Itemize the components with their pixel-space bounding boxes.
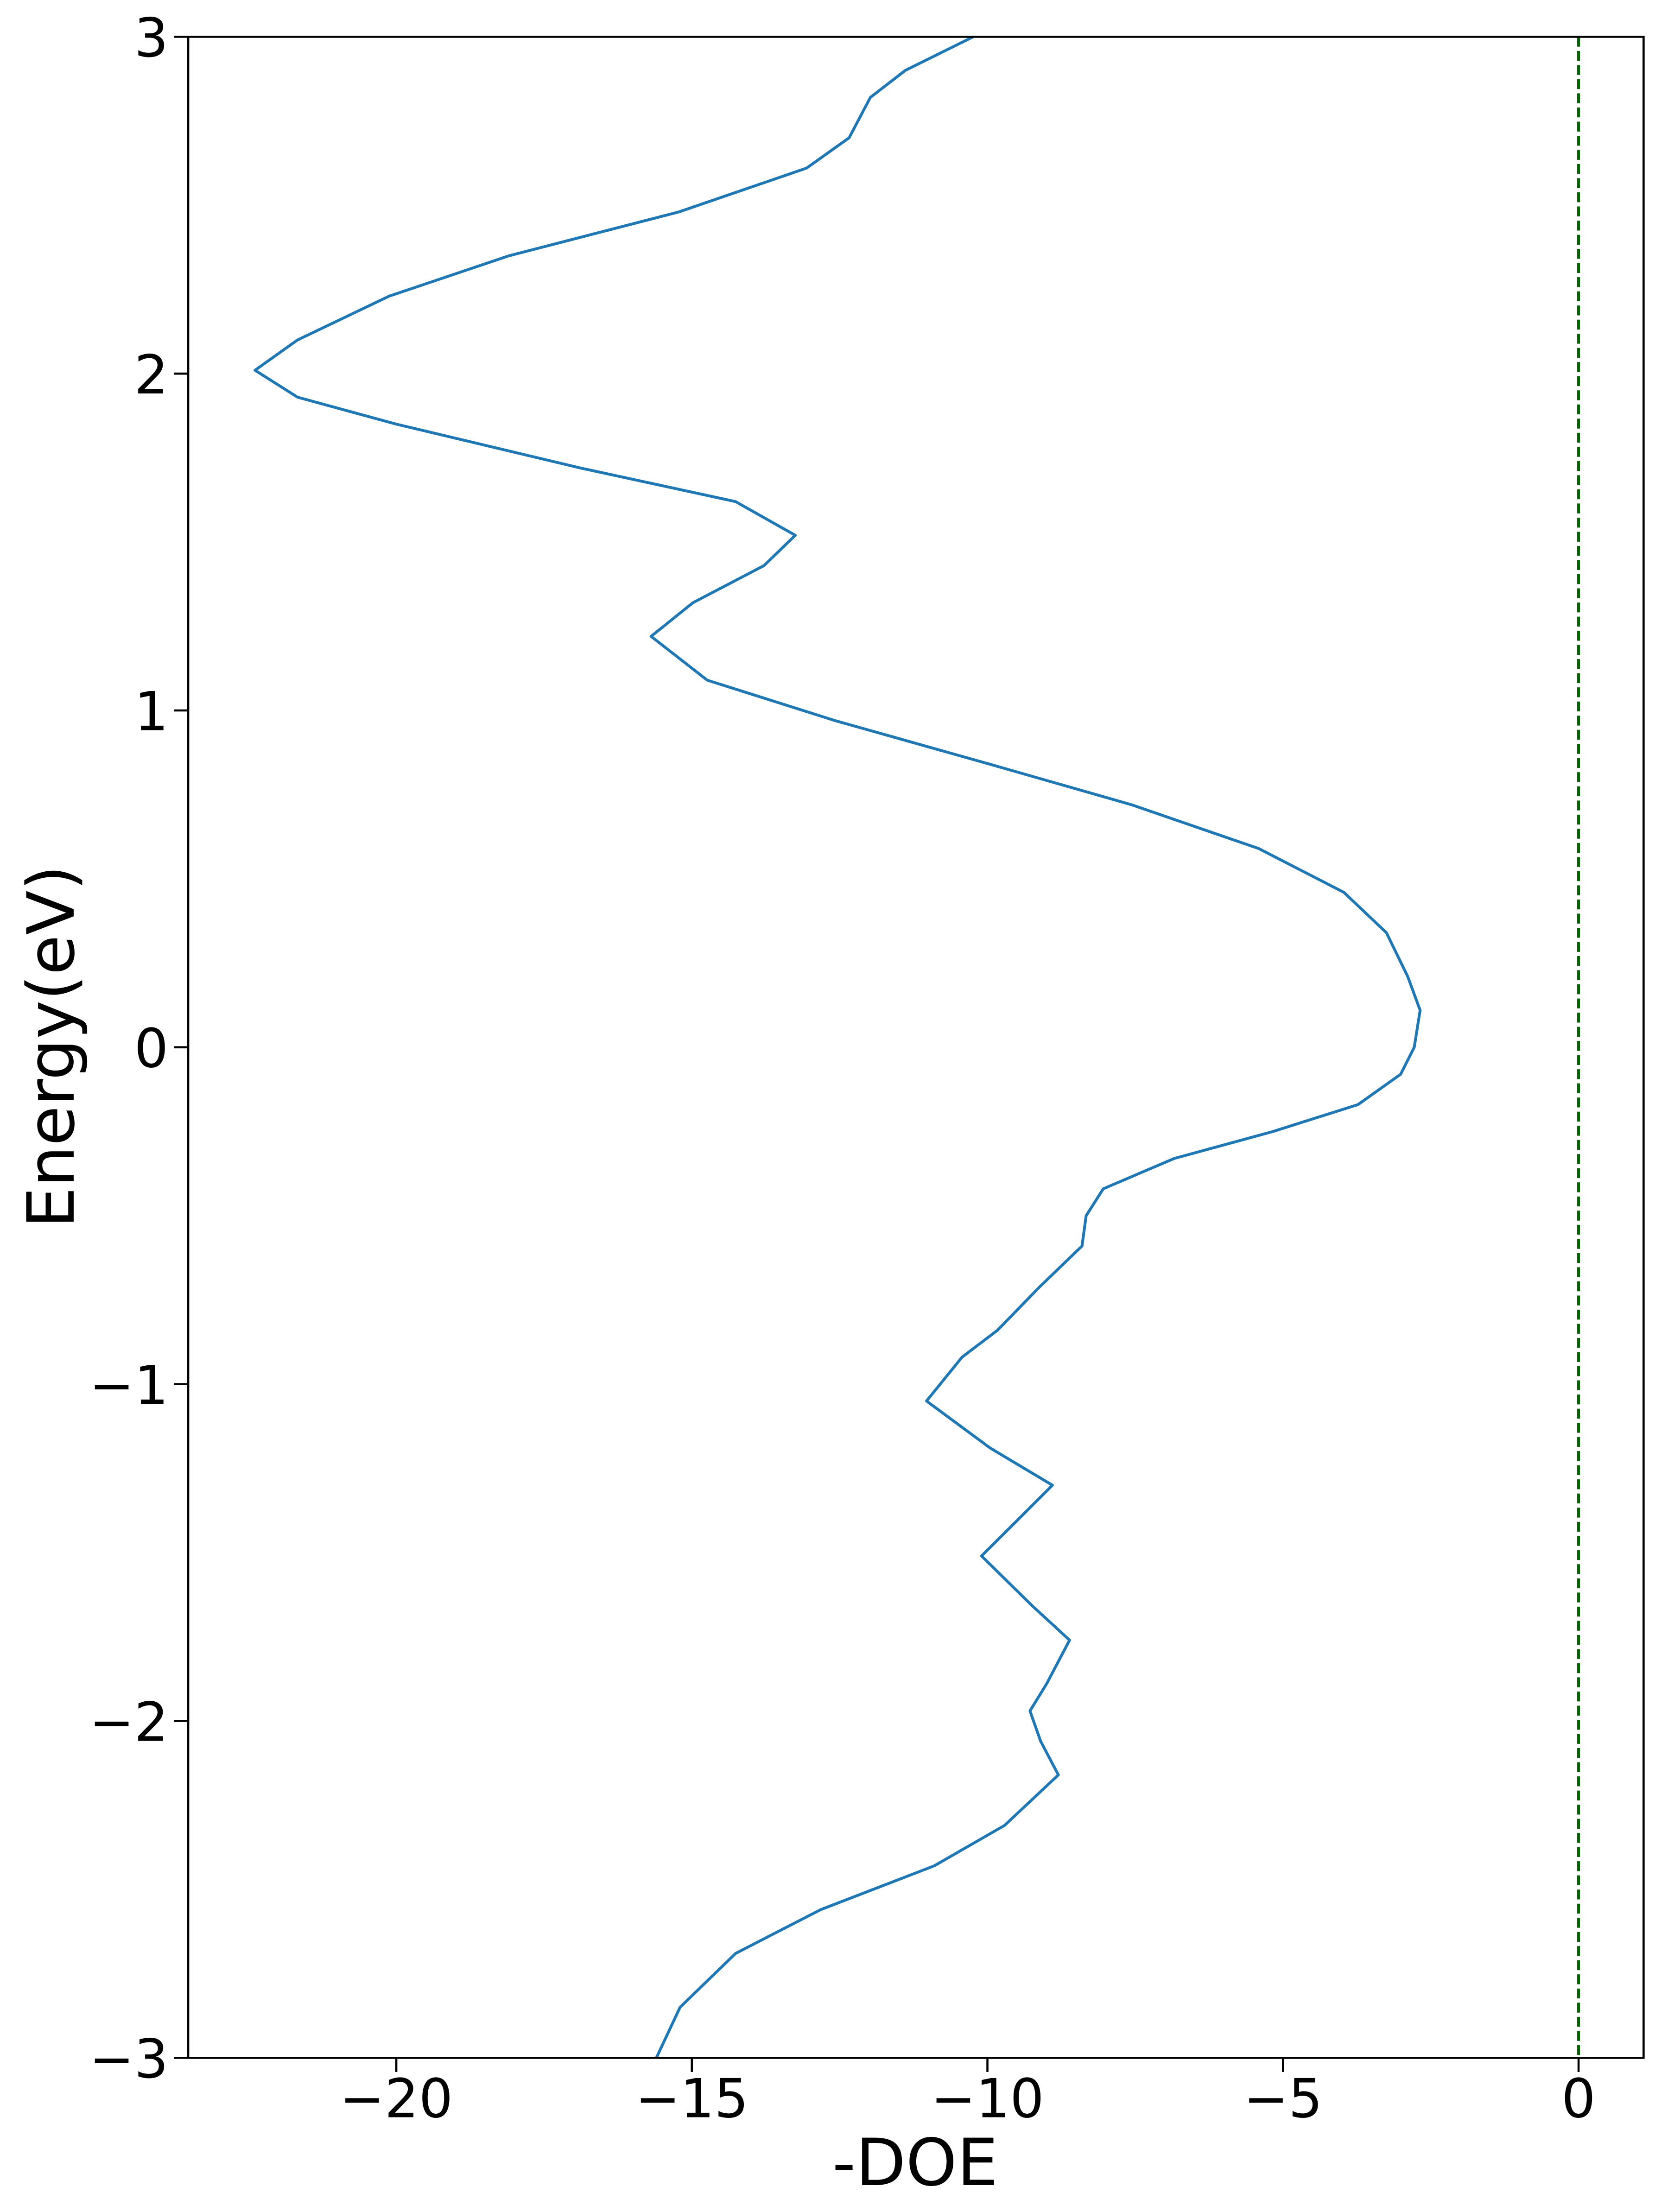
y-tick-label: 1 [134,681,169,743]
x-tick-label: −10 [931,2068,1044,2130]
x-tick-label: −20 [340,2068,453,2130]
y-tick-label: 0 [134,1018,169,1080]
y-tick-label: 3 [134,7,169,70]
x-axis-label: -DOE [832,2125,998,2201]
x-tick-label: −15 [635,2068,748,2130]
y-tick-label: −3 [89,2028,168,2091]
x-tick-label: 0 [1561,2068,1596,2130]
data-line [254,35,1422,2059]
y-axis-label: Energy(eV) [14,865,89,1228]
x-tick-label: −5 [1243,2068,1323,2130]
y-tick-label: −2 [89,1691,168,1754]
plot-frame [187,36,1645,2059]
y-tick-label: 2 [134,344,169,406]
y-tick-label: −1 [89,1354,168,1417]
